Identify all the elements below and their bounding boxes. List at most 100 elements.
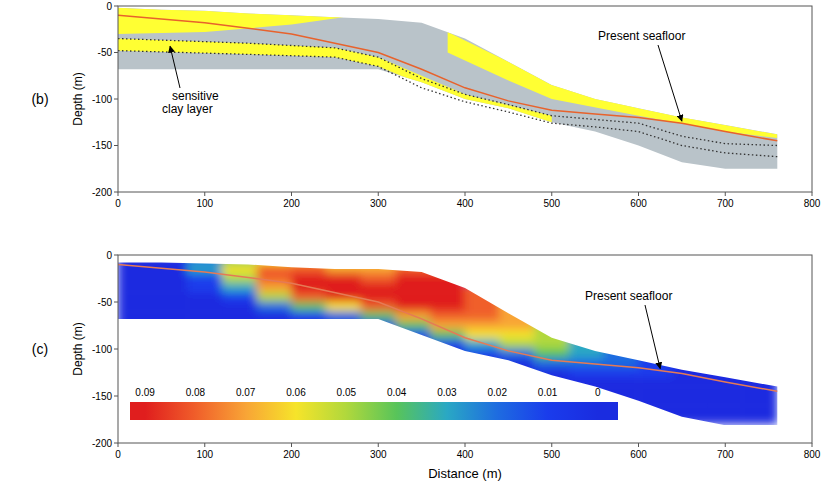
heatmap-cell — [638, 255, 673, 265]
heatmap-cell — [187, 377, 222, 387]
heatmap-cell — [222, 377, 257, 387]
x-tick — [725, 443, 726, 447]
heatmap-cell — [708, 283, 743, 293]
heatmap-cell — [118, 358, 153, 368]
heatmap-cell — [534, 377, 569, 387]
heatmap-cell — [465, 321, 500, 331]
x-tick — [291, 192, 292, 196]
x-tick — [378, 443, 379, 447]
x-tick-label: 700 — [717, 198, 734, 209]
heatmap-cell — [673, 396, 708, 406]
x-tick-label: 800 — [804, 198, 821, 209]
heatmap-cell — [673, 358, 708, 368]
heatmap-cell — [465, 330, 500, 340]
heatmap-cell — [708, 330, 743, 340]
heatmap-cell — [430, 358, 465, 368]
heatmap-cell — [257, 368, 292, 378]
heatmap-cell — [152, 302, 187, 312]
heatmap-cell — [499, 274, 534, 284]
heatmap-cell — [465, 358, 500, 368]
heatmap-cell — [326, 302, 361, 312]
model-domain — [118, 8, 777, 169]
clay-annotation-line: sensitive — [172, 89, 219, 103]
y-tick-label: -50 — [98, 47, 113, 58]
x-tick-label: 600 — [630, 198, 647, 209]
heatmap-cell — [534, 292, 569, 302]
plot-area — [118, 8, 777, 169]
heatmap-cell — [291, 339, 326, 349]
panel-label: (c) — [32, 341, 48, 357]
heatmap-cell — [118, 377, 153, 387]
heatmap-cell — [187, 255, 222, 265]
y-tick — [114, 6, 118, 7]
heatmap-cell — [708, 358, 743, 368]
heatmap-cell — [708, 292, 743, 302]
heatmap-cell — [465, 274, 500, 284]
heatmap-cell — [187, 368, 222, 378]
heatmap-cell — [361, 274, 396, 284]
colorbar-tick-label: 0.01 — [538, 387, 558, 398]
heatmap-cell — [742, 396, 777, 406]
x-tick-label: 100 — [196, 449, 213, 460]
panel-label: (b) — [31, 91, 48, 107]
heatmap-cell — [638, 321, 673, 331]
heatmap-cell — [430, 264, 465, 274]
heatmap-cell — [326, 311, 361, 321]
heatmap-cell — [673, 330, 708, 340]
heatmap-cell — [465, 311, 500, 321]
y-tick — [114, 396, 118, 397]
heatmap-cell — [742, 321, 777, 331]
heatmap-cell — [673, 377, 708, 387]
heatmap-cell — [361, 377, 396, 387]
colorbar-tick-label: 0.02 — [488, 387, 508, 398]
y-tick — [114, 52, 118, 53]
heatmap-cell — [499, 358, 534, 368]
heatmap-cell — [708, 396, 743, 406]
heatmap-cell — [604, 386, 639, 396]
heatmap-cell — [291, 292, 326, 302]
x-tick — [204, 192, 205, 196]
heatmap-cell — [152, 292, 187, 302]
y-axis-title: Depth (m) — [71, 72, 85, 125]
y-tick — [114, 99, 118, 100]
y-tick-label: -200 — [92, 187, 112, 198]
y-tick-label: -150 — [92, 391, 112, 402]
x-tick-label: 200 — [283, 449, 300, 460]
heatmap-cell — [499, 264, 534, 274]
heatmap-cell — [673, 386, 708, 396]
heatmap-cell — [187, 349, 222, 359]
x-tick-label: 800 — [804, 449, 821, 460]
heatmap-cell — [222, 311, 257, 321]
heatmap-cell — [395, 330, 430, 340]
heatmap-cell — [118, 339, 153, 349]
y-tick-label: 0 — [106, 250, 112, 261]
heatmap-cell — [534, 311, 569, 321]
heatmap-cell — [326, 264, 361, 274]
zones — [118, 8, 777, 138]
y-tick-label: -50 — [98, 297, 113, 308]
heatmap-cell — [187, 330, 222, 340]
x-tick-label: 0 — [115, 198, 121, 209]
heatmap-cell — [673, 349, 708, 359]
heatmap-cell — [673, 302, 708, 312]
heatmap-cell — [291, 274, 326, 284]
heatmap-cell — [118, 330, 153, 340]
heatmap-cell — [708, 405, 743, 415]
heatmap-cell — [465, 264, 500, 274]
heatmap-cell — [499, 377, 534, 387]
heatmap-cell — [395, 368, 430, 378]
heatmap-cell — [638, 330, 673, 340]
heatmap-cell — [257, 255, 292, 265]
heatmap-cell — [638, 264, 673, 274]
heatmap-cell — [465, 302, 500, 312]
clay-layer-boundary — [118, 39, 777, 146]
heatmap-cell — [742, 283, 777, 293]
heatmap-cell — [152, 321, 187, 331]
heatmap-cell — [499, 292, 534, 302]
colorbar-tick-label: 0.06 — [286, 387, 306, 398]
heatmap-cell — [326, 330, 361, 340]
heatmap-cell — [291, 330, 326, 340]
heatmap-cell — [430, 339, 465, 349]
heatmap-cell — [118, 283, 153, 293]
heatmap-cell — [430, 302, 465, 312]
